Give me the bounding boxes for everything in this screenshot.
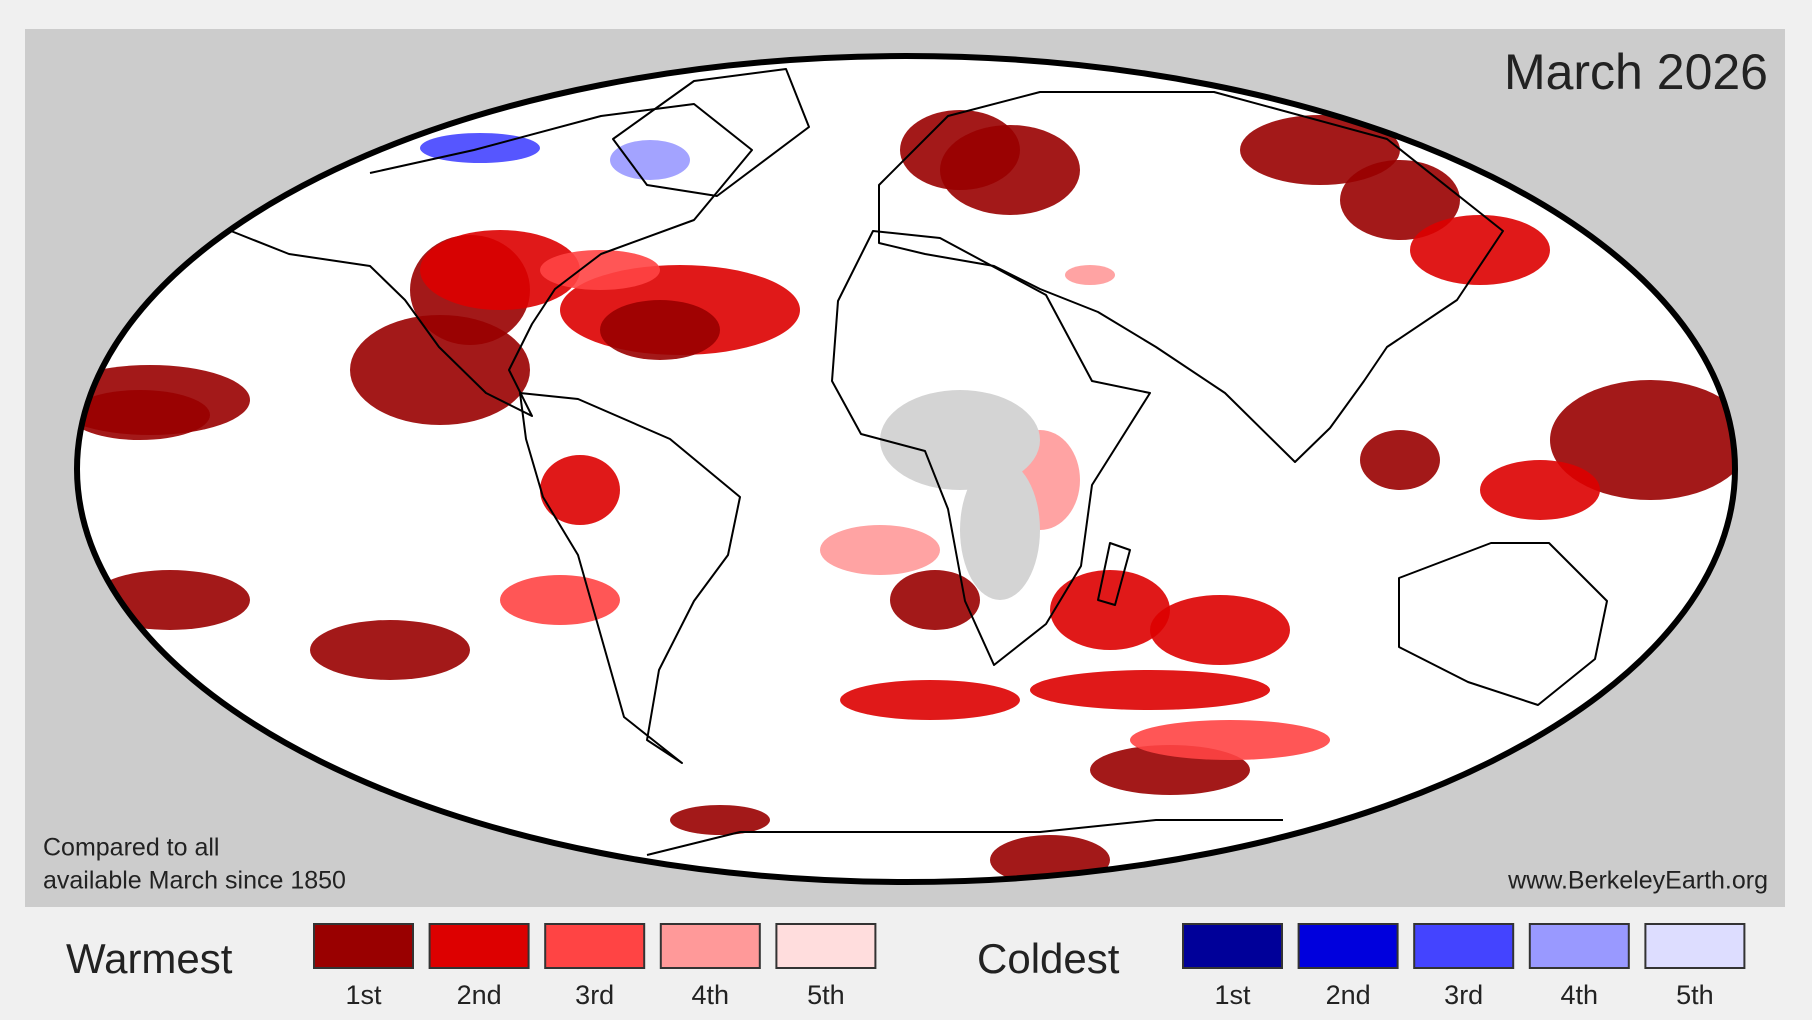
eurasia	[878, 91, 1504, 463]
anomaly-region	[1030, 670, 1270, 710]
legend-swatch	[428, 923, 530, 969]
anomaly-region	[77, 390, 210, 440]
anomaly-region	[1130, 720, 1330, 760]
legend-swatch	[1644, 923, 1746, 969]
anomaly-region	[610, 140, 690, 180]
map-title: March 2026	[1504, 44, 1768, 100]
anomaly-region	[940, 125, 1080, 215]
anomaly-region	[1550, 380, 1735, 500]
legend-label: 5th	[807, 980, 845, 1010]
anomaly-region	[670, 805, 770, 835]
madagascar	[1097, 542, 1131, 606]
legend-swatch	[1413, 923, 1515, 969]
anomaly-region	[600, 300, 720, 360]
legend-label: 1st	[1214, 980, 1251, 1010]
no-data-region	[960, 460, 1040, 600]
anomaly-region	[840, 680, 1020, 720]
legend-label: 2nd	[1326, 980, 1371, 1010]
legend-swatch	[775, 923, 877, 969]
legend-swatch	[1528, 923, 1630, 969]
legend-swatch	[1182, 923, 1283, 969]
globe-border	[74, 53, 1738, 885]
anomaly-region	[420, 230, 580, 310]
legend-title: Warmest	[66, 935, 233, 982]
anomaly-field	[77, 110, 1735, 882]
legend-title: Coldest	[977, 935, 1120, 982]
note-line: available March since 1850	[43, 867, 346, 895]
note-line: Compared to all	[43, 834, 219, 862]
legend-swatch	[544, 923, 646, 969]
anomaly-region	[310, 620, 470, 680]
legend-label: 3rd	[575, 980, 614, 1010]
anomaly-region	[1340, 160, 1460, 240]
africa	[831, 230, 1151, 666]
anomaly-region	[540, 250, 660, 290]
anomaly-region	[1050, 570, 1170, 650]
coastlines	[230, 68, 1608, 856]
anomaly-region	[1360, 430, 1440, 490]
anomaly-region	[820, 525, 940, 575]
anomaly-region	[1065, 265, 1115, 285]
anomaly-region	[540, 455, 620, 525]
legend-swatch	[659, 923, 761, 969]
anomaly-region	[500, 575, 620, 625]
legend-swatch	[313, 923, 414, 969]
anomaly-region	[1480, 460, 1600, 520]
north-america	[230, 103, 753, 417]
antarctica	[646, 819, 1283, 856]
south-america	[519, 392, 741, 764]
anomaly-region	[1410, 215, 1550, 285]
anomaly-region	[350, 315, 530, 425]
legend-label: 5th	[1676, 980, 1714, 1010]
legend-label: 1st	[345, 980, 382, 1010]
legend-label: 4th	[692, 980, 730, 1010]
greenland	[612, 68, 810, 197]
anomaly-region	[1150, 595, 1290, 665]
anomaly-region	[890, 570, 980, 630]
legend-swatch	[1297, 923, 1399, 969]
source-url: www.BerkeleyEarth.org	[1507, 867, 1768, 895]
legend-label: 2nd	[457, 980, 502, 1010]
legend-label: 3rd	[1444, 980, 1483, 1010]
legend-label: 4th	[1561, 980, 1599, 1010]
australia	[1398, 542, 1608, 706]
